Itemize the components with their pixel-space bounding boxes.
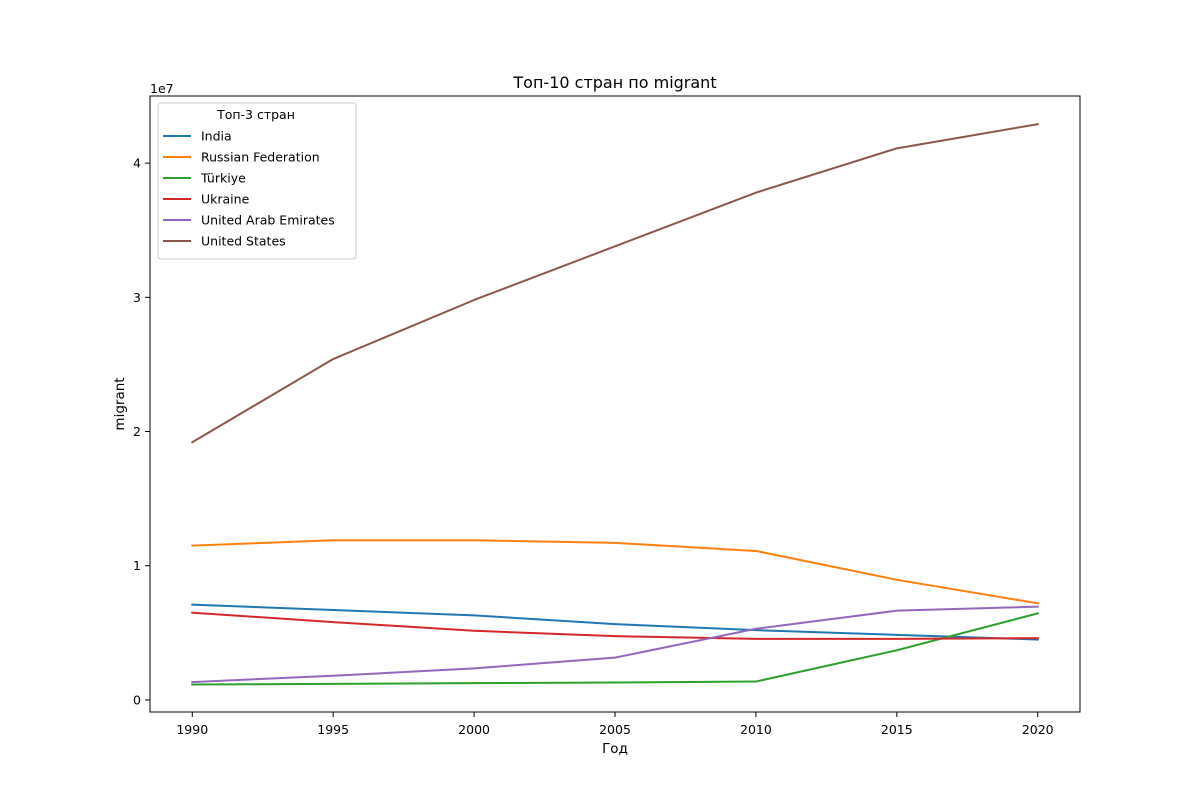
plot-area: 1990 1995 2000 2005 2010 2015 2020 0 1 2 3 4 [133, 95, 1081, 737]
chart-title: Топ-10 стран по migrant [512, 73, 716, 92]
y-axis-label: migrant [112, 377, 128, 430]
legend: Топ-3 стран India Russian Federation Türkiy… [157, 102, 357, 260]
series-line-united-arab-emirates [191, 605, 1039, 684]
y-tick-label: 1 [133, 558, 141, 573]
x-axis-label: Год [602, 741, 628, 757]
series-line-india [191, 603, 1039, 641]
legend-entry-label: United States [201, 234, 286, 249]
y-tick-label: 0 [133, 692, 141, 707]
legend-entry-label: Ukraine [201, 192, 250, 207]
y-tick-label: 2 [133, 424, 141, 439]
y-tick-label: 3 [133, 290, 141, 305]
y-tick-label: 4 [133, 156, 141, 171]
legend-box [157, 102, 357, 260]
x-tick-label: 2000 [458, 722, 490, 737]
x-tick-label: 1995 [317, 722, 349, 737]
x-tick-label: 2010 [740, 722, 772, 737]
series-line-t-rkiye [191, 612, 1039, 686]
legend-title: Топ-3 стран [216, 107, 295, 122]
legend-entry-label: Russian Federation [201, 150, 320, 165]
x-tick-label: 2005 [599, 722, 631, 737]
legend-entry-label: Türkiye [200, 171, 246, 186]
series-line-ukraine [191, 611, 1039, 640]
series-line-united-states [190, 123, 1039, 444]
legend-entry-label: United Arab Emirates [201, 213, 335, 228]
series-line-russian-federation [191, 539, 1039, 605]
x-tick-label: 2020 [1022, 722, 1054, 737]
x-tick-label: 1990 [176, 722, 208, 737]
x-tick-label: 2015 [881, 722, 913, 737]
y-offset-label: 1e7 [150, 81, 174, 96]
legend-entry-label: India [201, 129, 232, 144]
